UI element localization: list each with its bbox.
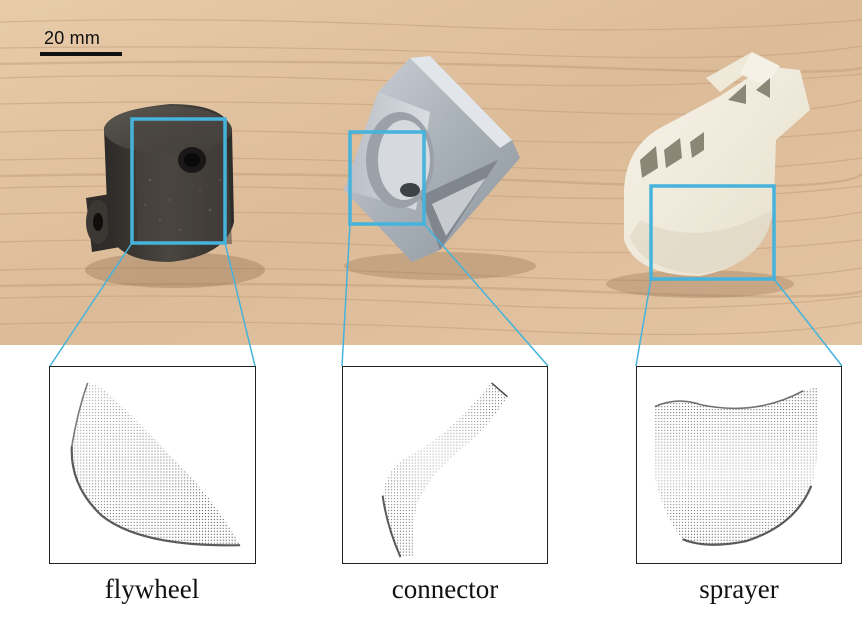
- flywheel-point-cloud: [70, 382, 241, 547]
- sprayer-highlight-box: [649, 184, 776, 281]
- connector-object: [344, 56, 536, 280]
- connector-caption: connector: [391, 574, 499, 604]
- sprayer-caption: sprayer: [699, 574, 779, 604]
- scale-bar: [40, 52, 122, 56]
- connector-point-cloud: [381, 382, 508, 558]
- scale-bar-label: 20 mm: [44, 28, 101, 48]
- sprayer-point-cloud: [654, 386, 819, 546]
- flywheel-caption: flywheel: [104, 574, 200, 604]
- connector-highlight-box: [348, 130, 426, 226]
- flywheel-highlight-box: [130, 117, 227, 245]
- sprayer-object: [606, 52, 810, 298]
- photo-panel: [0, 0, 862, 345]
- sprayer-point-cloud-inset: [636, 366, 842, 564]
- connector-point-cloud-inset: [342, 366, 548, 564]
- flywheel-object: [85, 104, 265, 288]
- flywheel-point-cloud-inset: [49, 366, 256, 564]
